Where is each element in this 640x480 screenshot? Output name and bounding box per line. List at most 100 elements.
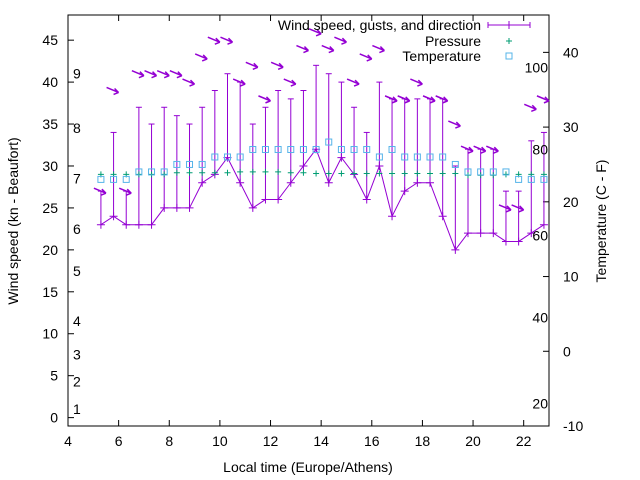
wind-direction-arrow <box>245 61 259 71</box>
wind-speed-point <box>134 220 143 229</box>
pressure-point <box>275 168 282 175</box>
y-tick-label: 40 <box>42 74 58 90</box>
wind-speed-point <box>337 153 346 162</box>
beaufort-label: 7 <box>73 171 81 187</box>
beaufort-label: 9 <box>73 66 81 82</box>
y2-axis-label: Temperature (C - F) <box>593 160 609 283</box>
wind-direction-arrow <box>334 36 347 45</box>
y2-tick-label: 20 <box>563 194 579 210</box>
wind-speed-point <box>539 220 548 229</box>
wind-speed-point <box>122 220 131 229</box>
temperature-point <box>186 160 194 168</box>
pressure-point <box>300 169 307 176</box>
temperature-point <box>388 146 396 154</box>
temperature-point <box>299 146 307 154</box>
wind-direction-arrow <box>106 86 120 96</box>
wind-direction-arrow <box>118 187 132 196</box>
pressure-point <box>363 170 370 177</box>
beaufort-label: 1 <box>73 401 81 417</box>
temperature-point <box>413 153 421 161</box>
y2-tick-label: 10 <box>563 269 579 285</box>
temperature-point <box>312 146 320 154</box>
y-tick-label: 15 <box>42 284 58 300</box>
wind-direction-arrow <box>270 61 284 71</box>
x-tick-label: 18 <box>415 433 431 449</box>
pressure-point <box>376 170 383 177</box>
pressure-point <box>325 170 332 177</box>
wind-direction-arrow <box>372 44 385 54</box>
wind-speed-point <box>438 212 447 221</box>
pressure-point <box>173 169 180 176</box>
x-axis-label: Local time (Europe/Athens) <box>223 459 393 475</box>
wind-direction-arrow <box>207 36 221 45</box>
beaufort-label: 6 <box>73 221 81 237</box>
wind-direction-arrow <box>220 36 234 45</box>
pressure-point <box>262 168 269 175</box>
pressure-point <box>427 170 434 177</box>
wind-speed-point <box>375 161 384 170</box>
pressure-point <box>287 169 294 176</box>
wind-direction-arrow <box>258 95 271 104</box>
wind-speed-point <box>324 178 333 187</box>
x-tick-label: 12 <box>263 433 279 449</box>
fahrenheit-label: 80 <box>532 142 548 158</box>
temperature-point <box>261 146 269 154</box>
wind-speed-point <box>160 203 169 212</box>
pressure-point <box>211 169 218 176</box>
plot-border <box>67 14 550 427</box>
pressure-point <box>249 168 256 175</box>
temperature-point <box>223 153 231 161</box>
pressure-point <box>135 171 142 178</box>
y2-tick-label: 0 <box>563 343 571 359</box>
wind-direction-arrow <box>321 44 335 54</box>
wind-direction-arrow <box>422 95 436 104</box>
legend-label-temperature: Temperature <box>402 48 481 64</box>
wind-speed-point <box>451 245 460 254</box>
y-tick-label: 25 <box>42 200 58 216</box>
temperature-point <box>135 168 143 176</box>
y2-tick-label: -10 <box>563 418 583 434</box>
pressure-point <box>237 168 244 175</box>
pressure-point <box>389 170 396 177</box>
wind-direction-arrow <box>194 53 208 62</box>
x-tick-label: 10 <box>212 433 228 449</box>
temperature-point <box>502 168 510 176</box>
wind-direction-arrow <box>296 44 309 54</box>
pressure-point <box>351 170 358 177</box>
pressure-point <box>452 170 459 177</box>
wind-speed-point <box>172 203 181 212</box>
fahrenheit-label: 40 <box>532 310 548 326</box>
wind-speed-point <box>413 178 422 187</box>
y-tick-label: 30 <box>42 158 58 174</box>
wind-direction-arrow <box>486 145 499 154</box>
wind-direction-arrow <box>473 145 487 154</box>
wind-speed-point <box>147 220 156 229</box>
wind-speed-point <box>463 229 472 238</box>
temperature-point <box>451 160 459 168</box>
x-tick-label: 4 <box>64 433 72 449</box>
temperature-point <box>173 160 181 168</box>
pressure-point <box>401 170 408 177</box>
wind-speed-point <box>299 161 308 170</box>
wind-speed-point <box>185 203 194 212</box>
beaufort-label: 2 <box>73 374 81 390</box>
fahrenheit-label: 100 <box>525 59 549 75</box>
legend: Wind speed, gusts, and direction Pressur… <box>278 17 531 64</box>
axis-ticks: 4 6 8 10 12 14 16 18 20 22051015202530354045-1001… <box>42 15 583 449</box>
fahrenheit-label: 20 <box>532 396 548 412</box>
temperature-point <box>527 175 535 183</box>
y-tick-label: 10 <box>42 326 58 342</box>
wind-direction-arrow <box>410 78 423 87</box>
pressure-point <box>502 171 509 178</box>
pressure-point <box>224 169 231 176</box>
temperature-point <box>426 153 434 161</box>
y-tick-label: 35 <box>42 116 58 132</box>
y2-tick-label: 40 <box>563 44 579 60</box>
temperature-point <box>160 168 168 176</box>
y-tick-label: 20 <box>42 242 58 258</box>
wind-speed-point <box>476 229 485 238</box>
pressure-point <box>338 170 345 177</box>
fahrenheit-label: 60 <box>532 227 548 243</box>
wind-direction-arrow <box>156 70 170 79</box>
